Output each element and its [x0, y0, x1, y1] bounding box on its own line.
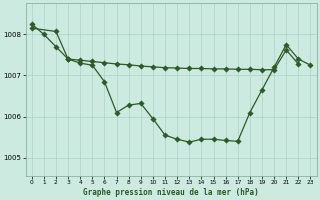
X-axis label: Graphe pression niveau de la mer (hPa): Graphe pression niveau de la mer (hPa)	[83, 188, 259, 197]
